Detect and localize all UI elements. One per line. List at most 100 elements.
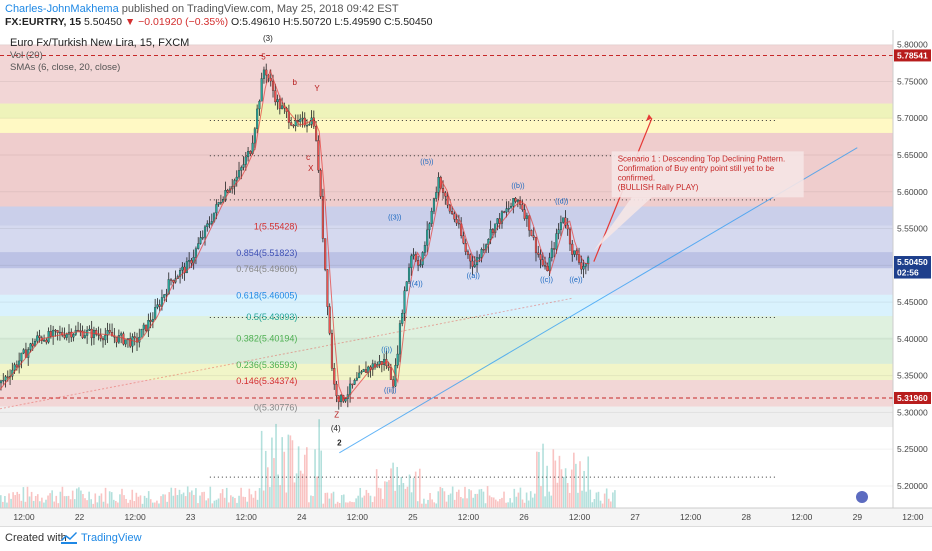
volume-bar (546, 465, 548, 508)
price-tag-label: 02:56 (897, 268, 919, 278)
created-with-label: Created with (5, 532, 67, 544)
wave-label: ((i)) (381, 347, 392, 354)
annotation-text: confirmed. (618, 173, 655, 182)
volume-bar (10, 498, 12, 508)
candle (380, 361, 383, 373)
volume-bar (392, 462, 394, 508)
volume-bar (213, 500, 216, 508)
volume-bar (115, 500, 117, 508)
volume-bar (593, 499, 596, 508)
volume-bar (478, 489, 481, 508)
volume-bar (65, 496, 68, 508)
volume-bar (503, 491, 505, 508)
price-tag (894, 391, 931, 404)
candle (36, 331, 39, 344)
volume-bar (191, 490, 193, 508)
volume-bar (511, 502, 514, 508)
volume-bar (252, 497, 255, 508)
candle (188, 252, 191, 269)
volume-bar (30, 491, 33, 508)
volume-bar (525, 492, 528, 508)
volume-legend: Vol (20) (10, 50, 43, 61)
time-axis[interactable] (0, 508, 932, 526)
volume-bar (542, 443, 544, 508)
volume-bar (431, 499, 433, 508)
volume-bar (22, 487, 25, 508)
candle (124, 339, 127, 348)
tradingview-brand-link[interactable]: TradingView (81, 532, 142, 544)
volume-bar (536, 451, 538, 508)
candle (358, 365, 361, 379)
volume-bar (318, 419, 320, 508)
candle (194, 246, 197, 265)
candle (564, 210, 567, 229)
volume-bar (63, 496, 66, 508)
volume-bar (466, 498, 468, 508)
volume-bar (398, 485, 401, 508)
candle (568, 227, 572, 251)
candle (530, 229, 533, 237)
volume-bar (416, 501, 419, 508)
annotation-box[interactable] (611, 151, 804, 198)
price-chart[interactable]: 1(5.55428) 0.854(5.51823) 0.764(5.49606) 0.… (0, 30, 932, 526)
chart-badge-icon[interactable] (856, 491, 868, 503)
volume-bar (583, 470, 585, 508)
price-tick-label: 5.60000 (897, 187, 928, 197)
candle (387, 362, 390, 371)
candle (448, 203, 451, 214)
volume-bar (404, 488, 407, 508)
volume-bar (310, 495, 312, 508)
volume-bar (301, 473, 304, 508)
volume-bar (106, 503, 109, 508)
volume-bar (47, 495, 49, 508)
candle (555, 228, 558, 254)
volume-bar (499, 499, 501, 508)
candle (303, 112, 306, 128)
candle (435, 186, 438, 202)
last-price: 5.50450 (83, 16, 122, 28)
fib-level-label: 0.764(5.49606) (236, 264, 297, 274)
volume-bar (188, 492, 191, 508)
volume-bar (427, 499, 429, 508)
volume-bar (55, 495, 58, 508)
candle (256, 104, 259, 134)
volume-bar (53, 501, 56, 508)
volume-bar (585, 491, 587, 508)
candle (169, 278, 173, 286)
candle (575, 247, 578, 261)
wave-label: ((ii)) (384, 388, 396, 395)
candle (63, 327, 66, 340)
author-link[interactable]: Charles-JohnMakhema (5, 3, 119, 15)
price-tick-label: 5.45000 (897, 297, 928, 307)
volume-bar (377, 487, 380, 508)
volume-bar (135, 492, 138, 508)
volume-bar (357, 495, 359, 508)
candle (507, 201, 510, 213)
sma-line (0, 68, 590, 400)
candle (217, 201, 220, 207)
volume-bar (363, 495, 366, 508)
volume-bar (379, 488, 382, 508)
volume-bar (256, 499, 259, 508)
wave-label: Y (314, 84, 320, 93)
volume-bar (492, 497, 495, 508)
trend-line[interactable] (339, 147, 858, 454)
volume-bar (513, 488, 516, 508)
candle (101, 336, 105, 348)
fib-zone-band (0, 316, 893, 338)
candle (505, 201, 508, 218)
volume-bar (219, 493, 222, 508)
volume-bar (20, 500, 23, 508)
candle (426, 221, 429, 253)
volume-bar (544, 496, 546, 508)
volume-bar (86, 500, 88, 508)
support-line[interactable] (0, 297, 572, 410)
volume-bar (445, 501, 448, 508)
sma-legend: SMAs (6, close, 20, close) (10, 62, 120, 73)
volume-bar (614, 490, 616, 508)
candle (407, 263, 411, 284)
price-tick-label: 5.70000 (897, 113, 928, 123)
chart-area[interactable]: 1(5.55428) 0.854(5.51823) 0.764(5.49606) 0.… (0, 30, 932, 526)
candle (274, 83, 277, 106)
volume-bar (96, 502, 99, 508)
